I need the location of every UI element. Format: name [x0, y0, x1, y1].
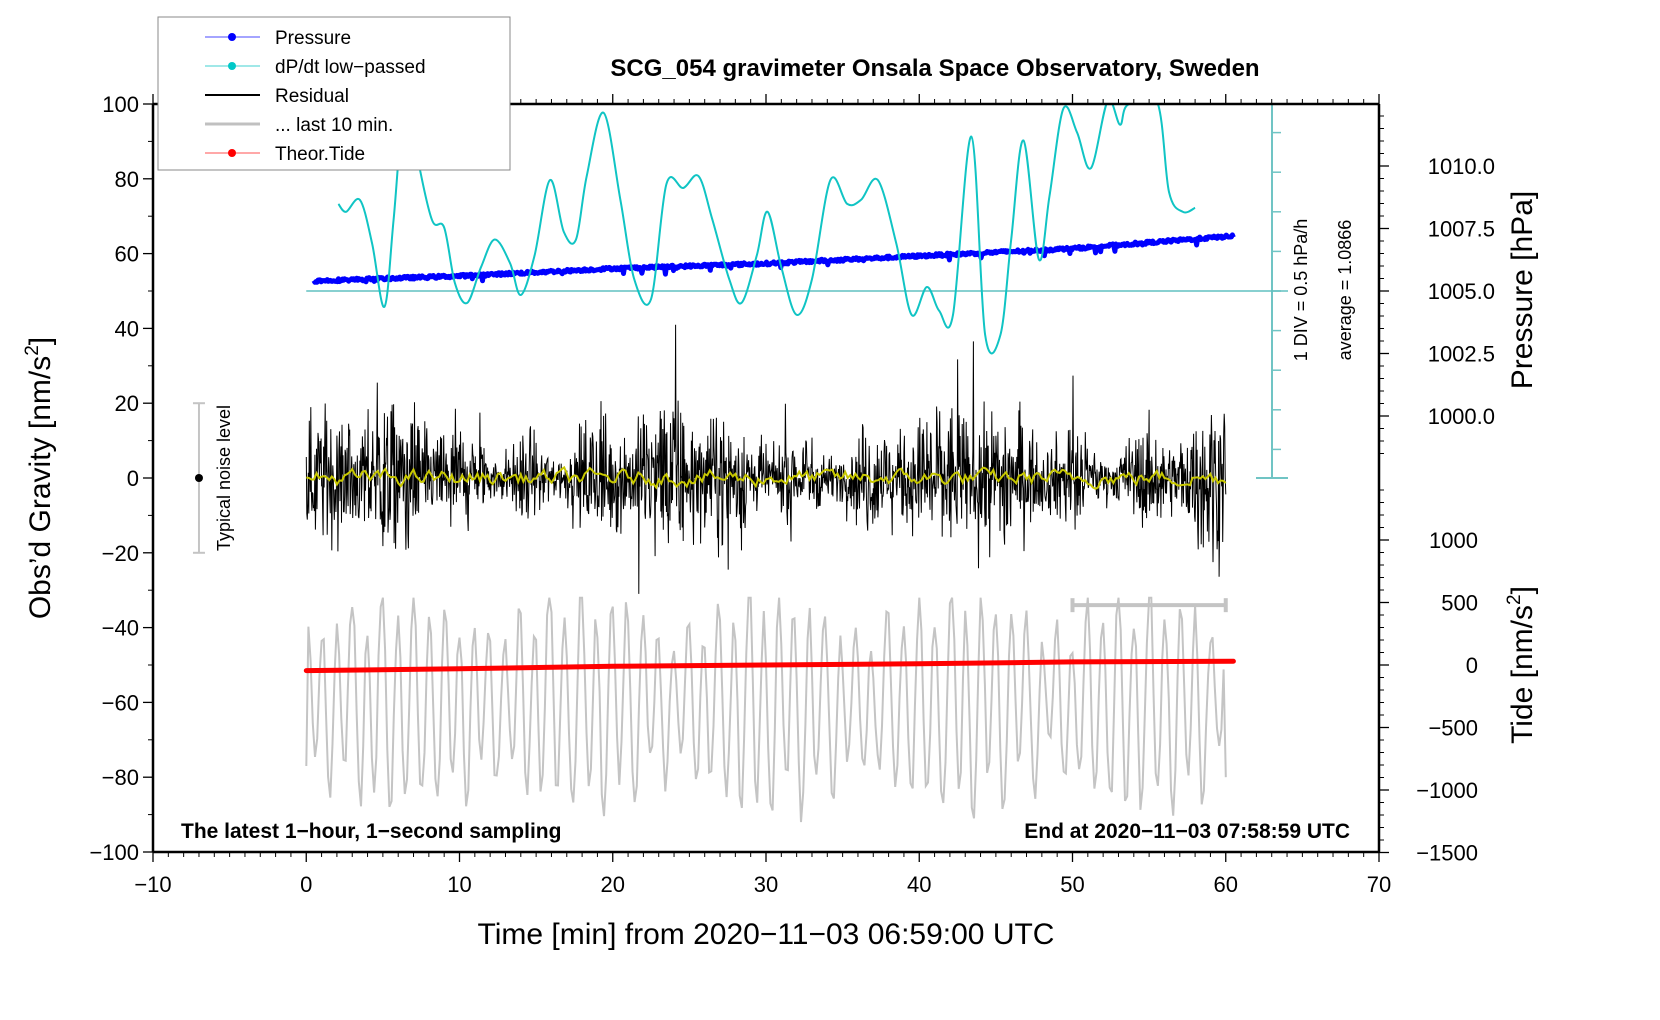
- noise-bar-center-dot: [194, 474, 203, 482]
- dpdt-scale-bar: [306, 104, 1288, 479]
- y-axis-title-tide-base: Tide [nm/s: [1506, 605, 1539, 744]
- legend-entry-last-10-min: ... last 10 min.: [205, 115, 393, 136]
- x-axis-title: Time [min] from 2020−11−03 06:59:00 UTC: [478, 918, 1055, 951]
- series-theor-tide: [303, 658, 1236, 674]
- series-dpdt: [337, 104, 1196, 355]
- x-tick-label: −10: [134, 872, 171, 897]
- dpdt-average-label: average = 1.0866: [1335, 220, 1355, 361]
- tide-tick-label: 500: [1441, 591, 1478, 616]
- y-axis-title-gravity-base: Obs’d Gravity [nm/s: [24, 356, 57, 619]
- y-axis-title-gravity-end: ]: [24, 337, 57, 345]
- legend-label-theor-tide: Theor.Tide: [275, 144, 365, 165]
- series-residual: [305, 324, 1227, 594]
- legend-label-pressure: Pressure: [275, 28, 351, 49]
- y-tick-label: −20: [102, 541, 139, 566]
- legend-marker-pressure: [228, 33, 236, 41]
- legend-marker-theor-tide: [228, 149, 236, 157]
- y-tick-label: −100: [89, 840, 139, 865]
- legend-marker-dpdt: [228, 62, 236, 70]
- tide-tick-label: 1000: [1429, 528, 1478, 553]
- y-axis-title-tide-sup: 2: [1504, 594, 1525, 605]
- legend-entry-theor-tide: Theor.Tide: [205, 144, 365, 165]
- series-layer: [192, 104, 1236, 823]
- y-tick-label: 40: [115, 316, 139, 341]
- x-tick-label: 20: [601, 872, 625, 897]
- noise-level-label: Typical noise level: [214, 405, 234, 551]
- y-axis-title-pressure: Pressure [hPa]: [1506, 191, 1539, 389]
- y-axis-title-gravity: Obs’d Gravity [nm/s2]: [22, 337, 57, 619]
- legend-entry-pressure: Pressure: [205, 28, 351, 49]
- y-tick-label: 0: [127, 466, 139, 491]
- dpdt-scale-label: 1 DIV = 0.5 hPa/h: [1291, 219, 1311, 362]
- legend-label-residual: Residual: [275, 86, 349, 107]
- y-axis-title-gravity-sup: 2: [22, 345, 43, 356]
- tide-tick-label: −1500: [1416, 841, 1478, 866]
- axis-ticks: −10 0 10 20 30 40 50 60 70100806040200−20−40−60−…: [89, 92, 1495, 897]
- y-tick-label: 60: [115, 242, 139, 267]
- y-tick-label: −40: [102, 616, 139, 641]
- series-residual-smoothed: [306, 465, 1227, 490]
- tide-tick-label: 0: [1466, 653, 1478, 678]
- x-tick-label: 40: [907, 872, 931, 897]
- series-last-10-min: [305, 596, 1227, 823]
- y-axis-title-tide-end: ]: [1506, 586, 1539, 594]
- annotation-end-time: End at 2020−11−03 07:58:59 UTC: [1024, 820, 1350, 843]
- legend-entry-dpdt: dP/dt low−passed: [205, 57, 426, 78]
- tide-tick-label: −1000: [1416, 778, 1478, 803]
- pressure-trace: [311, 232, 1236, 285]
- x-tick-label: 60: [1214, 872, 1238, 897]
- ten-min-bracket: [1070, 598, 1228, 613]
- chart-title: SCG_054 gravimeter Onsala Space Observat…: [610, 55, 1259, 82]
- x-tick-label: 30: [754, 872, 778, 897]
- pressure-tick-label: 1010.0: [1428, 154, 1495, 179]
- x-tick-label: 0: [300, 872, 312, 897]
- noise-level-bar: [192, 402, 205, 554]
- series-pressure: [311, 232, 1236, 285]
- annotation-sampling: The latest 1−hour, 1−second sampling: [181, 820, 561, 843]
- y-tick-label: 20: [115, 391, 139, 416]
- y-tick-label: 80: [115, 167, 139, 192]
- pressure-tick-label: 1000.0: [1428, 404, 1495, 429]
- legend-entry-residual: Residual: [205, 86, 349, 107]
- pressure-tick-label: 1007.5: [1428, 217, 1495, 242]
- tide-tick-label: −500: [1428, 716, 1478, 741]
- y-axis-title-tide: Tide [nm/s2]: [1504, 586, 1539, 744]
- legend: Pressure dP/dt low−passed Residual ... l…: [157, 16, 511, 171]
- legend-label-dpdt: dP/dt low−passed: [275, 57, 426, 78]
- x-tick-label: 10: [447, 872, 471, 897]
- y-tick-label: −80: [102, 765, 139, 790]
- legend-box: [157, 16, 511, 171]
- y-tick-label: −60: [102, 690, 139, 715]
- legend-label-last-10-min: ... last 10 min.: [275, 115, 393, 136]
- x-tick-label: 70: [1367, 872, 1391, 897]
- pressure-tick-label: 1005.0: [1428, 279, 1495, 304]
- x-tick-label: 50: [1060, 872, 1084, 897]
- pressure-tick-label: 1002.5: [1428, 342, 1495, 367]
- y-tick-label: 100: [102, 92, 139, 117]
